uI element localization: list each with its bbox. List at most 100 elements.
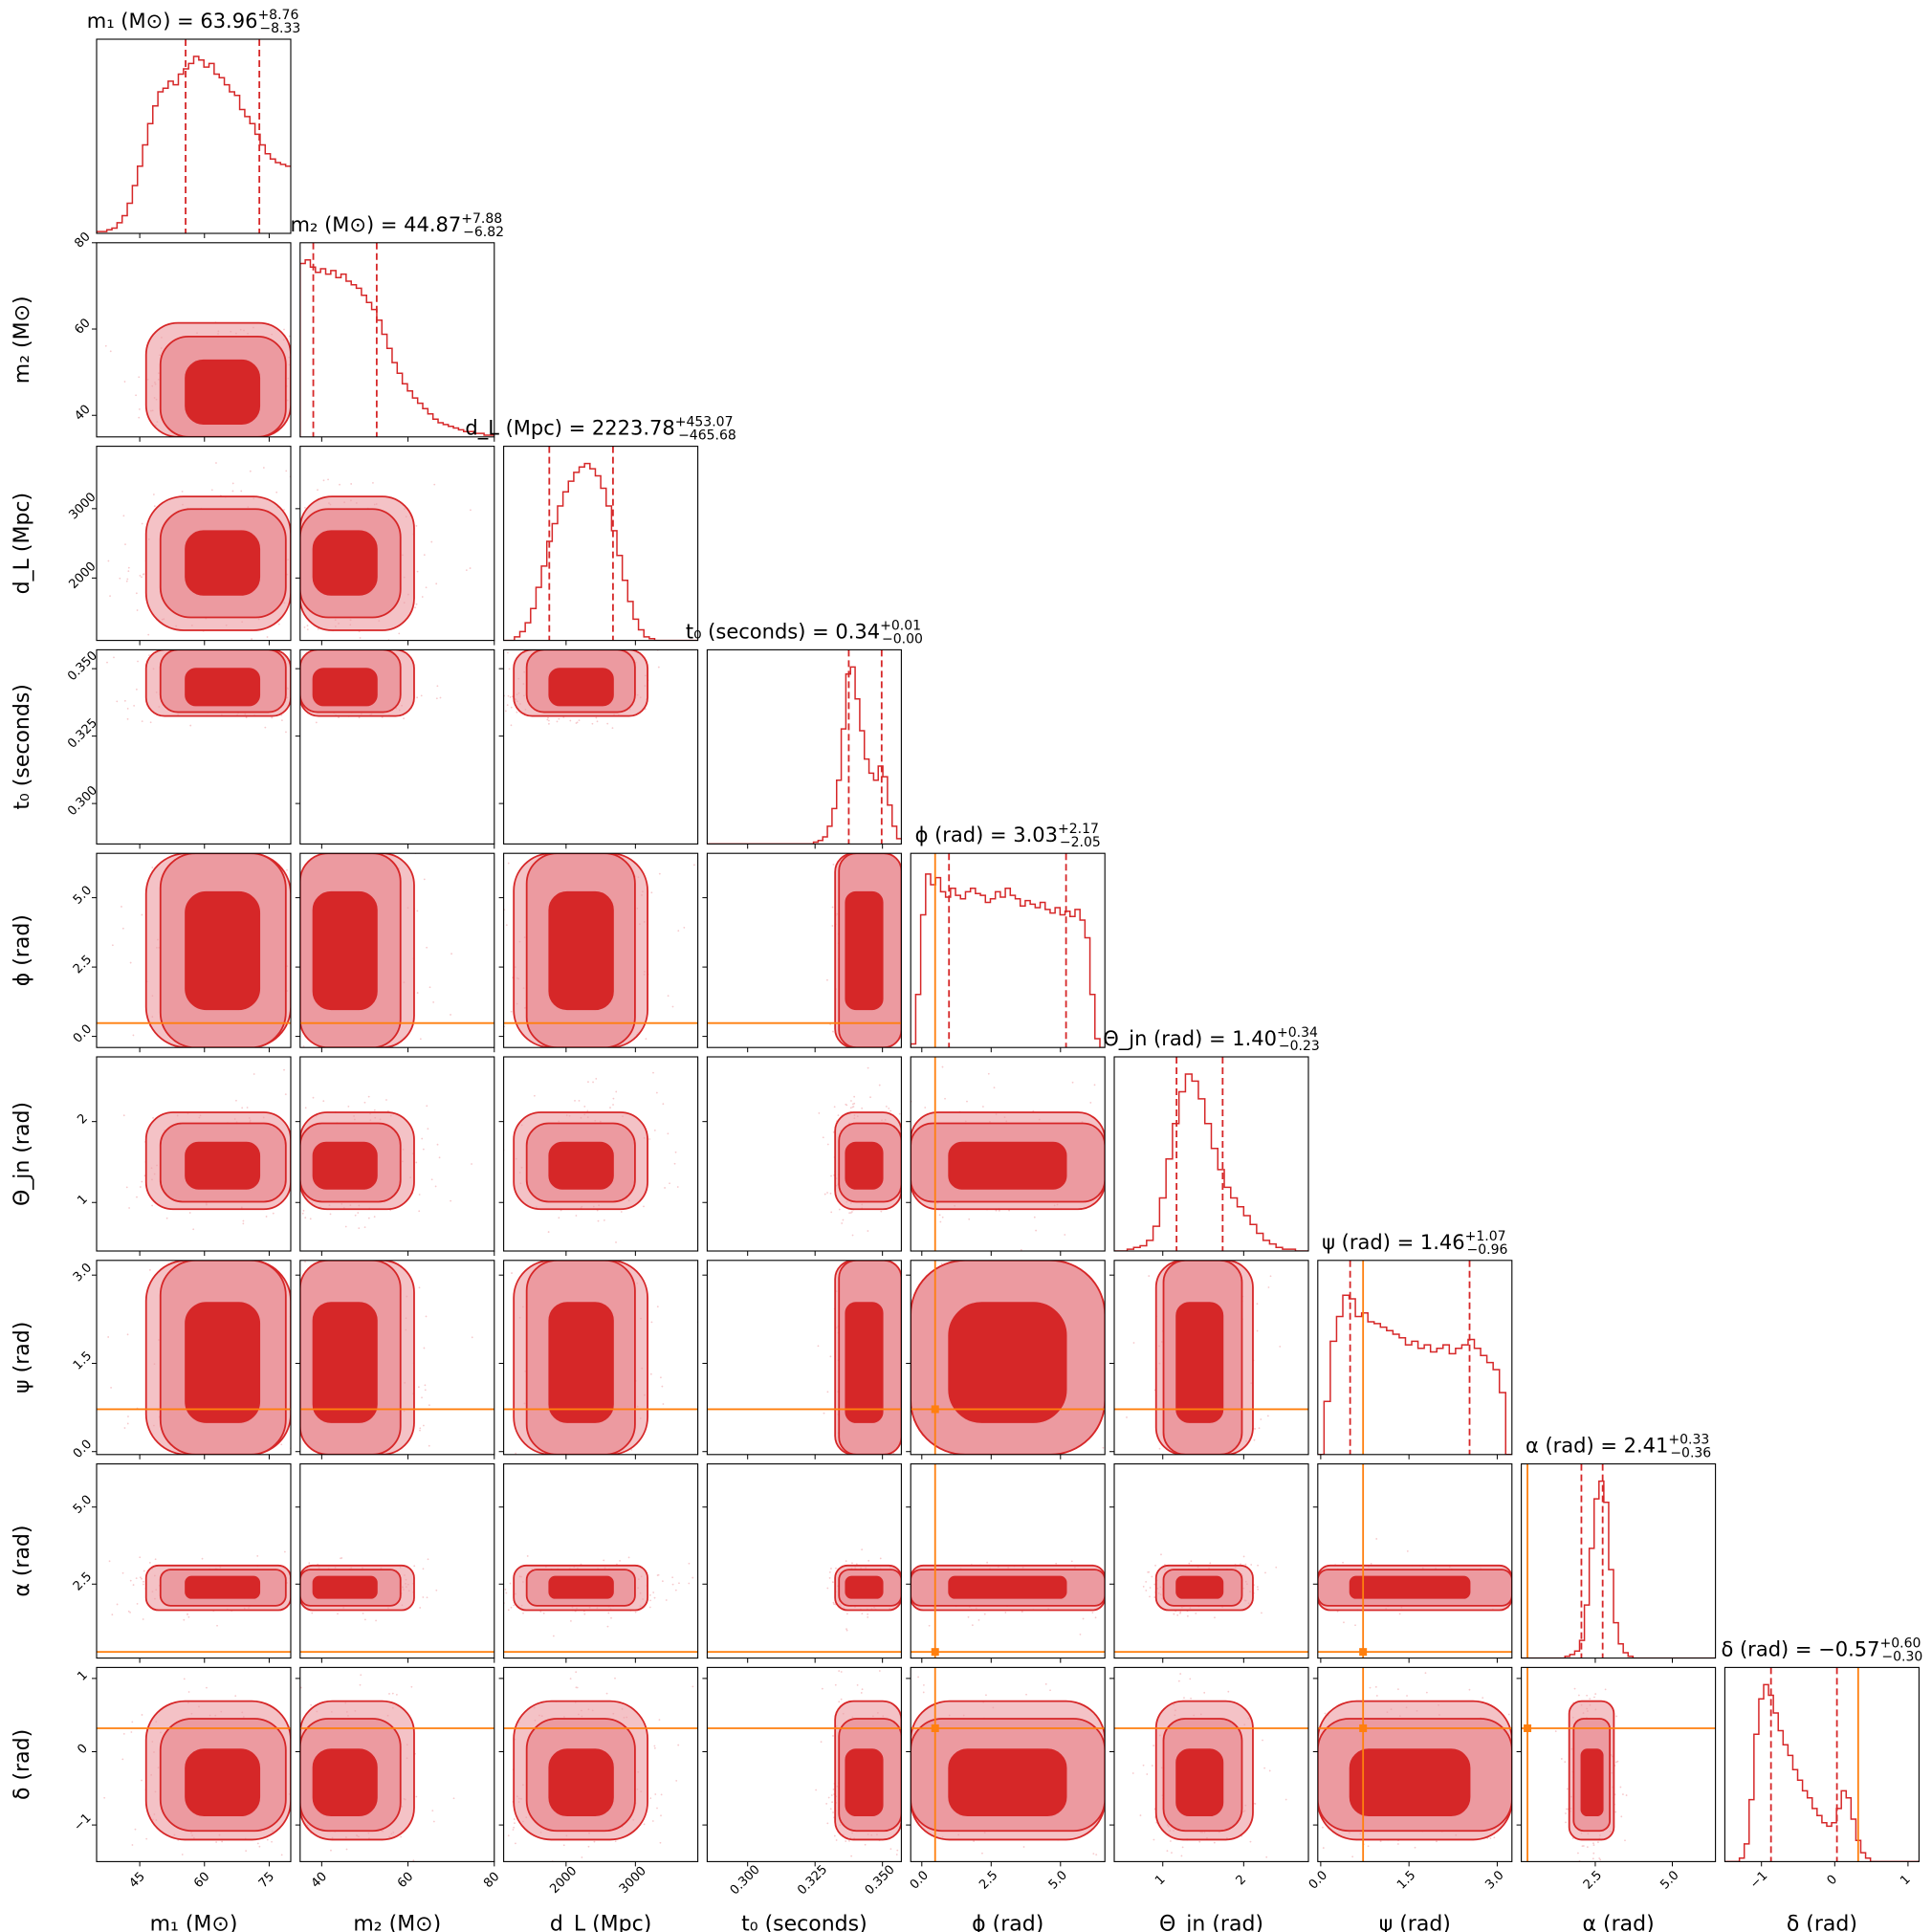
- sample-point: [630, 1449, 633, 1451]
- sample-point: [650, 891, 653, 894]
- sample-point: [328, 1464, 330, 1466]
- sample-point: [1195, 1487, 1197, 1489]
- sample-point: [434, 1185, 437, 1188]
- sample-point: [644, 708, 647, 711]
- sample-point: [231, 482, 234, 485]
- sample-point: [1219, 1105, 1221, 1107]
- sample-point: [132, 1034, 135, 1037]
- sample-point: [296, 1487, 297, 1489]
- sample-point: [535, 745, 537, 747]
- sample-point: [630, 1091, 632, 1093]
- sample-point: [318, 642, 319, 644]
- sample-point: [570, 821, 572, 823]
- sample-point: [540, 1460, 542, 1462]
- sample-point: [262, 1239, 264, 1240]
- sample-point: [822, 1136, 824, 1139]
- sample-point: [609, 1107, 611, 1109]
- sample-point: [845, 1461, 847, 1463]
- sample-point: [296, 902, 297, 904]
- sample-point: [1059, 1474, 1061, 1476]
- sample-point: [549, 1229, 551, 1231]
- sample-point: [1173, 1232, 1175, 1234]
- sample-point: [906, 1170, 908, 1172]
- sample-point: [1211, 1258, 1213, 1260]
- panel-frame: [1113, 1056, 1309, 1252]
- panel-theta-vs-t0: [702, 1056, 908, 1256]
- sample-point: [852, 827, 854, 829]
- sample-point: [249, 442, 251, 444]
- sample-point: [231, 1243, 232, 1245]
- sample-point: [894, 1487, 896, 1489]
- sample-point: [829, 1355, 832, 1358]
- sample-point: [351, 1255, 353, 1257]
- sample-point: [235, 648, 237, 649]
- sample-point: [904, 1369, 906, 1371]
- sample-point: [658, 643, 660, 645]
- sample-point: [125, 1186, 128, 1189]
- sample-point: [596, 720, 599, 723]
- sample-point: [211, 1106, 213, 1108]
- panel-frame: [96, 1056, 292, 1252]
- sample-point: [1077, 1242, 1079, 1244]
- sample-point: [566, 1064, 568, 1065]
- sample-point: [90, 1589, 92, 1591]
- contour-core: [548, 1141, 614, 1190]
- sample-point: [839, 813, 841, 815]
- sample-point: [585, 846, 587, 848]
- sample-point: [1035, 1229, 1038, 1232]
- sample-point: [147, 633, 150, 636]
- sample-point: [284, 1087, 286, 1089]
- sample-point: [874, 1079, 876, 1081]
- sample-point: [419, 1429, 421, 1432]
- sample-point: [570, 1490, 572, 1492]
- sample-point: [246, 1254, 248, 1256]
- sample-point: [327, 1492, 329, 1494]
- sample-point: [648, 1138, 650, 1140]
- sample-point: [141, 913, 143, 916]
- sample-point: [104, 344, 107, 347]
- sample-point: [281, 719, 283, 721]
- sample-point: [851, 823, 853, 824]
- sample-point: [878, 1084, 881, 1087]
- sample-point: [655, 1091, 658, 1094]
- sample-point: [302, 1044, 305, 1047]
- sample-point: [381, 716, 384, 718]
- sample-point: [940, 1262, 943, 1265]
- sample-point: [1223, 1226, 1225, 1228]
- sample-point: [607, 1461, 609, 1463]
- histogram-m1: [97, 55, 291, 233]
- sample-point: [833, 1493, 835, 1495]
- sample-point: [424, 1384, 427, 1387]
- sample-point: [141, 522, 143, 525]
- sample-point: [370, 1089, 372, 1091]
- sample-point: [953, 1259, 955, 1261]
- sample-point: [848, 1060, 850, 1062]
- sample-point: [252, 1073, 255, 1075]
- sample-point: [1220, 1201, 1222, 1203]
- sample-point: [906, 1174, 908, 1175]
- sample-point: [472, 696, 474, 698]
- sample-point: [431, 1240, 433, 1241]
- sample-point: [416, 570, 419, 573]
- sample-point: [1202, 1490, 1204, 1492]
- sample-point: [614, 1475, 616, 1477]
- sample-point: [997, 1476, 999, 1478]
- sample-point: [1132, 1342, 1135, 1344]
- sample-point: [296, 708, 297, 710]
- sample-point: [560, 642, 562, 644]
- sample-point: [122, 515, 125, 517]
- panel-frame: [910, 1056, 1106, 1252]
- sample-point: [1151, 1197, 1153, 1198]
- sample-point: [876, 833, 878, 835]
- sample-point: [184, 439, 186, 441]
- sample-point: [547, 719, 550, 722]
- contour-core: [185, 890, 261, 1011]
- sample-point: [507, 862, 510, 865]
- ytick-label-t0: 0.300: [65, 783, 100, 819]
- sample-point: [826, 1391, 829, 1394]
- sample-point: [471, 1163, 472, 1165]
- sample-point: [302, 1067, 304, 1069]
- sample-point: [299, 1259, 301, 1261]
- sample-point: [490, 1371, 492, 1372]
- sample-point: [1124, 1341, 1126, 1343]
